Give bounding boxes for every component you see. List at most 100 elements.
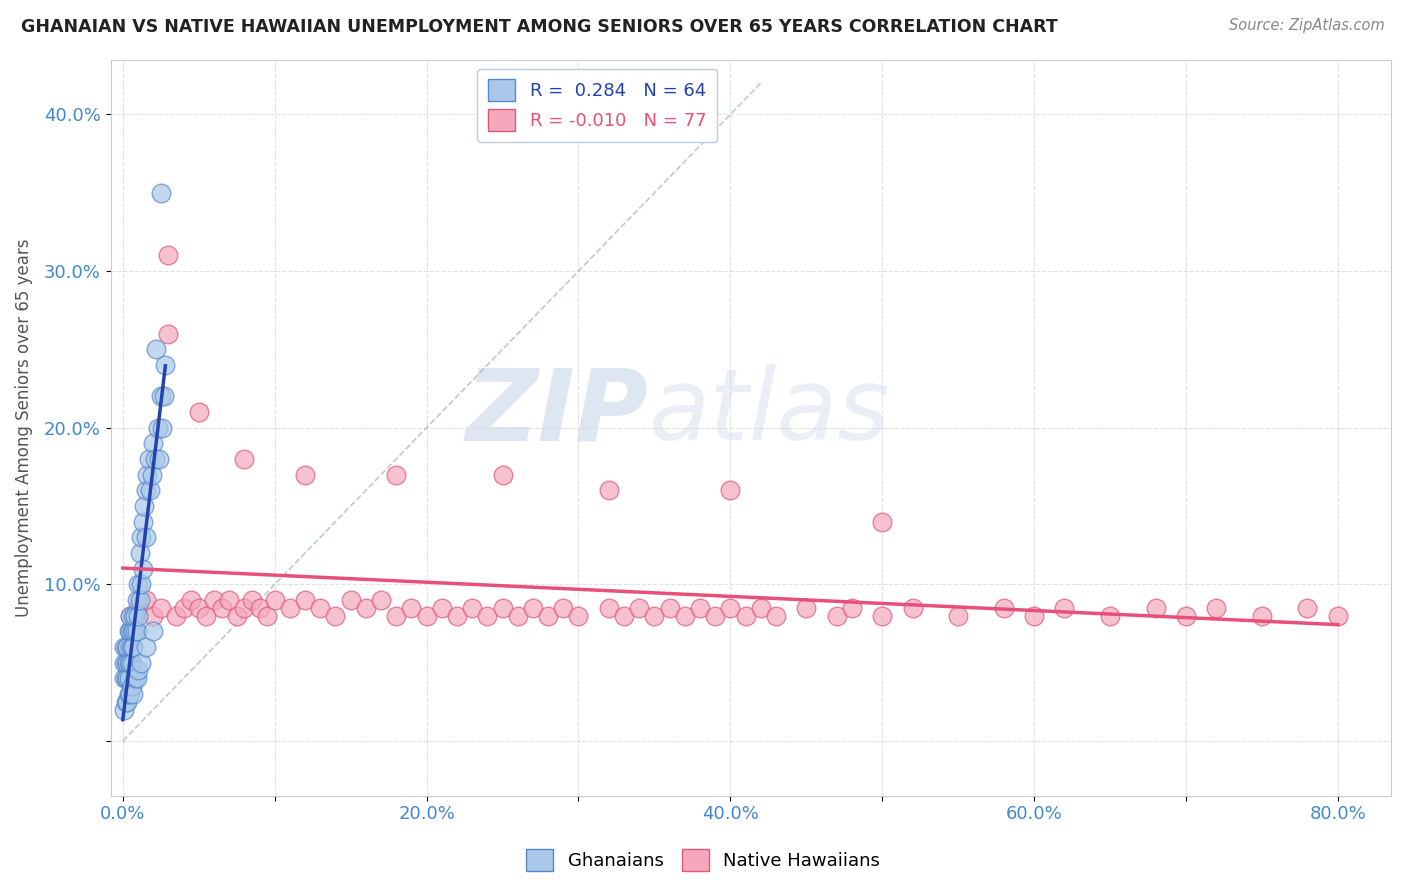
Point xyxy=(225,608,247,623)
Point xyxy=(120,608,142,623)
Point xyxy=(187,600,209,615)
Point xyxy=(233,600,256,615)
Point xyxy=(325,608,347,623)
Point xyxy=(628,600,651,615)
Point xyxy=(118,624,141,639)
Point xyxy=(157,326,180,341)
Point xyxy=(143,452,166,467)
Point xyxy=(129,577,152,591)
Point xyxy=(249,600,271,615)
Point xyxy=(129,656,152,670)
Point xyxy=(122,640,145,654)
Point xyxy=(118,671,141,685)
Point xyxy=(115,640,138,654)
Text: GHANAIAN VS NATIVE HAWAIIAN UNEMPLOYMENT AMONG SENIORS OVER 65 YEARS CORRELATION: GHANAIAN VS NATIVE HAWAIIAN UNEMPLOYMENT… xyxy=(21,18,1057,36)
Point xyxy=(643,608,665,623)
Point xyxy=(120,640,142,654)
Point xyxy=(124,624,146,639)
Point xyxy=(1296,600,1319,615)
Point xyxy=(901,600,924,615)
Point xyxy=(142,624,165,639)
Point xyxy=(195,608,218,623)
Point xyxy=(794,600,817,615)
Point xyxy=(870,608,893,623)
Point xyxy=(1022,608,1045,623)
Point xyxy=(117,640,139,654)
Point xyxy=(1098,608,1121,623)
Point xyxy=(658,600,681,615)
Point xyxy=(118,656,141,670)
Point xyxy=(370,593,392,607)
Point xyxy=(165,608,187,623)
Point xyxy=(187,405,209,419)
Point xyxy=(477,608,499,623)
Point xyxy=(537,608,560,623)
Point xyxy=(749,600,772,615)
Point xyxy=(415,608,437,623)
Point xyxy=(125,671,148,685)
Point xyxy=(127,577,149,591)
Point xyxy=(946,608,969,623)
Point xyxy=(233,452,256,467)
Point xyxy=(117,656,139,670)
Point xyxy=(157,248,180,262)
Point xyxy=(491,600,513,615)
Point xyxy=(993,600,1015,615)
Point xyxy=(461,600,484,615)
Point xyxy=(155,358,177,372)
Point xyxy=(131,515,153,529)
Point xyxy=(142,608,165,623)
Point xyxy=(841,600,863,615)
Point xyxy=(146,420,169,434)
Point xyxy=(124,608,146,623)
Point xyxy=(134,499,156,513)
Point xyxy=(135,640,157,654)
Point xyxy=(138,452,160,467)
Point xyxy=(718,483,741,498)
Point xyxy=(567,608,589,623)
Point xyxy=(173,600,195,615)
Y-axis label: Unemployment Among Seniors over 65 years: Unemployment Among Seniors over 65 years xyxy=(15,238,32,617)
Point xyxy=(122,608,145,623)
Point xyxy=(125,624,148,639)
Point xyxy=(430,600,453,615)
Point xyxy=(150,420,173,434)
Point xyxy=(294,467,316,482)
Point xyxy=(180,593,202,607)
Point xyxy=(124,671,146,685)
Point xyxy=(122,687,145,701)
Point xyxy=(1205,600,1227,615)
Point xyxy=(870,515,893,529)
Point xyxy=(128,546,150,560)
Point xyxy=(135,483,157,498)
Point xyxy=(385,608,408,623)
Point xyxy=(117,695,139,709)
Point xyxy=(309,600,332,615)
Point xyxy=(121,656,143,670)
Point xyxy=(825,608,848,623)
Point xyxy=(149,600,172,615)
Point xyxy=(120,624,142,639)
Point xyxy=(240,593,263,607)
Point xyxy=(115,671,138,685)
Text: Source: ZipAtlas.com: Source: ZipAtlas.com xyxy=(1229,18,1385,33)
Point xyxy=(112,640,135,654)
Point xyxy=(135,593,157,607)
Point xyxy=(118,687,141,701)
Point xyxy=(506,608,529,623)
Point xyxy=(401,600,423,615)
Point xyxy=(294,593,316,607)
Point xyxy=(142,436,165,450)
Point xyxy=(141,467,163,482)
Point xyxy=(613,608,636,623)
Point xyxy=(202,593,225,607)
Point xyxy=(446,608,468,623)
Point xyxy=(256,608,278,623)
Point xyxy=(1144,600,1167,615)
Point xyxy=(1251,608,1274,623)
Point xyxy=(127,664,149,678)
Point xyxy=(339,593,361,607)
Point xyxy=(734,608,756,623)
Point xyxy=(120,656,142,670)
Point xyxy=(145,343,167,357)
